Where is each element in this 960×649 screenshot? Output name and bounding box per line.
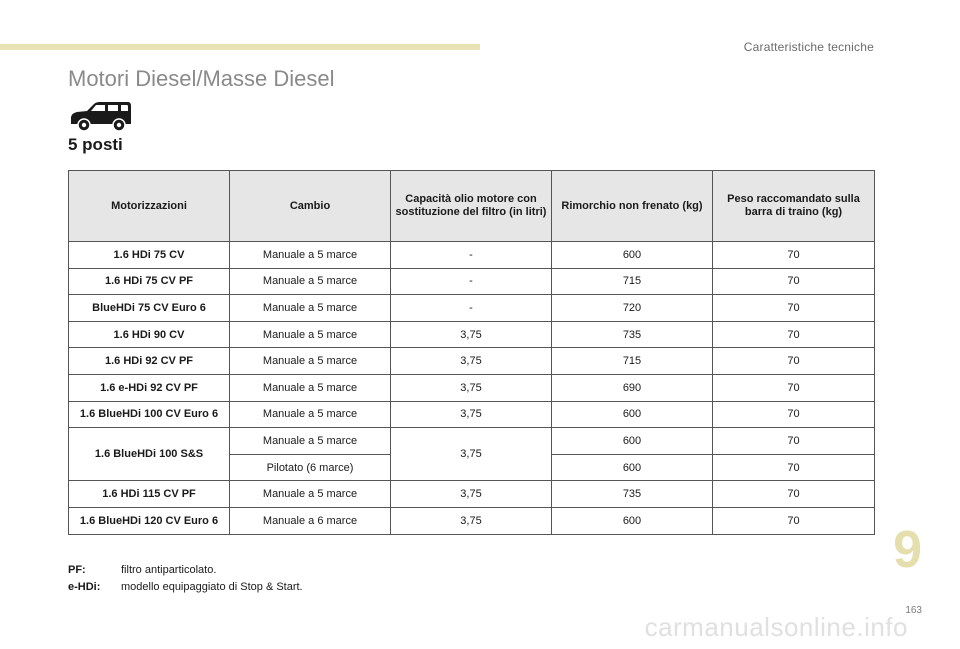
oil-cell: - <box>390 241 552 269</box>
section-title: Caratteristiche tecniche <box>743 40 874 54</box>
watermark: carmanualsonline.info <box>644 612 908 642</box>
footnote-text: modello equipaggiato di Stop & Start. <box>121 581 303 593</box>
engine-cell: 1.6 HDi 115 CV PF <box>68 480 230 508</box>
engine-cell: BlueHDi 75 CV Euro 6 <box>68 294 230 322</box>
table-row: 1.6 HDi 90 CV Manuale a 5 marce 3,75 735… <box>68 320 875 349</box>
col-header-towbar: Peso raccomandato sulla barra di traino … <box>712 170 875 242</box>
table-header-row: Motorizzazioni Cambio Capacità olio moto… <box>68 170 875 242</box>
chapter-number: 9 <box>893 521 922 579</box>
gearbox-cell: Manuale a 5 marce <box>229 480 391 508</box>
towbar-cell: 70 <box>712 480 875 508</box>
trailer-cell: 715 <box>551 267 713 296</box>
page-number: 163 <box>905 605 922 616</box>
gearbox-cell: Manuale a 5 marce <box>229 347 391 375</box>
towbar-cell: 70 <box>712 241 875 269</box>
towbar-cell: 70 <box>712 400 875 429</box>
footnote-term: e-HDi: <box>68 581 101 593</box>
trailer-cell: 720 <box>551 294 713 322</box>
table-row: Pilotato (6 marce) 600 70 <box>69 453 875 482</box>
towbar-cell: 70 <box>712 453 875 482</box>
towbar-cell: 70 <box>712 294 875 322</box>
engine-cell: 1.6 HDi 75 CV PF <box>68 267 230 296</box>
trailer-cell: 600 <box>551 453 713 482</box>
engine-cell: 1.6 HDi 75 CV <box>68 241 230 269</box>
engine-cell: 1.6 HDi 90 CV <box>68 320 230 349</box>
trailer-cell: 715 <box>551 347 713 375</box>
trailer-cell: 600 <box>551 241 713 269</box>
trailer-cell: 735 <box>551 320 713 349</box>
gearbox-cell: Manuale a 5 marce <box>229 320 391 349</box>
gearbox-cell: Manuale a 5 marce <box>229 373 391 402</box>
footnote-term: PF: <box>68 564 86 576</box>
oil-cell: 3,75 <box>390 480 552 508</box>
table-row: 1.6 BlueHDi 120 CV Euro 6 Manuale a 6 ma… <box>68 506 875 535</box>
engine-cell: 1.6 BlueHDi 100 S&S <box>68 427 230 482</box>
gearbox-cell: Pilotato (6 marce) <box>229 453 391 482</box>
towbar-cell: 70 <box>712 373 875 402</box>
footnote: PF: filtro antiparticolato. <box>68 562 303 579</box>
gearbox-cell: Manuale a 5 marce <box>229 427 391 455</box>
table-row: 1.6 HDi 75 CV Manuale a 5 marce - 600 70 <box>68 241 875 269</box>
col-header-engine: Motorizzazioni <box>68 170 230 242</box>
gearbox-cell: Manuale a 5 marce <box>229 400 391 429</box>
towbar-cell: 70 <box>712 506 875 535</box>
towbar-cell: 70 <box>712 347 875 375</box>
table-row: 1.6 e-HDi 92 CV PF Manuale a 5 marce 3,7… <box>68 373 875 402</box>
towbar-cell: 70 <box>712 267 875 296</box>
oil-cell: 3,75 <box>390 373 552 402</box>
table-row: 1.6 HDi 115 CV PF Manuale a 5 marce 3,75… <box>68 480 875 508</box>
page-title: Motori Diesel/Masse Diesel <box>68 66 335 91</box>
oil-cell: - <box>390 294 552 322</box>
footnote-text: filtro antiparticolato. <box>121 564 217 576</box>
gearbox-cell: Manuale a 5 marce <box>229 241 391 269</box>
trailer-cell: 600 <box>551 400 713 429</box>
table-row: 1.6 BlueHDi 100 CV Euro 6 Manuale a 5 ma… <box>68 400 875 429</box>
engines-table: Motorizzazioni Cambio Capacità olio moto… <box>68 170 875 535</box>
towbar-cell: 70 <box>712 427 875 455</box>
oil-cell: 3,75 <box>390 320 552 349</box>
trailer-cell: 600 <box>551 506 713 535</box>
table-row: BlueHDi 75 CV Euro 6 Manuale a 5 marce -… <box>68 294 875 322</box>
table-row: 1.6 BlueHDi 100 S&S Manuale a 5 marce 3,… <box>68 427 875 482</box>
trailer-cell: 600 <box>551 427 713 455</box>
trailer-cell: 735 <box>551 480 713 508</box>
header-accent-bar <box>0 44 480 50</box>
footnote: e-HDi: modello equipaggiato di Stop & St… <box>68 579 303 596</box>
oil-cell: 3,75 <box>390 506 552 535</box>
engine-cell: 1.6 BlueHDi 100 CV Euro 6 <box>68 400 230 429</box>
oil-cell: - <box>390 267 552 296</box>
trailer-cell: 690 <box>551 373 713 402</box>
table-row: 1.6 HDi 92 CV PF Manuale a 5 marce 3,75 … <box>68 347 875 375</box>
car-side-icon <box>71 102 131 132</box>
oil-cell: 3,75 <box>390 347 552 375</box>
oil-cell: 3,75 <box>390 400 552 429</box>
towbar-cell: 70 <box>712 320 875 349</box>
gearbox-cell: Manuale a 6 marce <box>229 506 391 535</box>
engine-cell: 1.6 e-HDi 92 CV PF <box>68 373 230 402</box>
footnotes: PF: filtro antiparticolato. e-HDi: model… <box>68 562 303 596</box>
col-header-gearbox: Cambio <box>229 170 391 242</box>
oil-cell: 3,75 <box>390 427 552 482</box>
col-header-oil: Capacità olio motore con sostituzione de… <box>390 170 552 242</box>
col-header-trailer: Rimorchio non frenato (kg) <box>551 170 713 242</box>
seats-heading: 5 posti <box>68 135 123 154</box>
gearbox-cell: Manuale a 5 marce <box>229 294 391 322</box>
gearbox-cell: Manuale a 5 marce <box>229 267 391 296</box>
table-row: 1.6 HDi 75 CV PF Manuale a 5 marce - 715… <box>68 267 875 296</box>
engine-cell: 1.6 HDi 92 CV PF <box>68 347 230 375</box>
engine-cell: 1.6 BlueHDi 120 CV Euro 6 <box>68 506 230 535</box>
